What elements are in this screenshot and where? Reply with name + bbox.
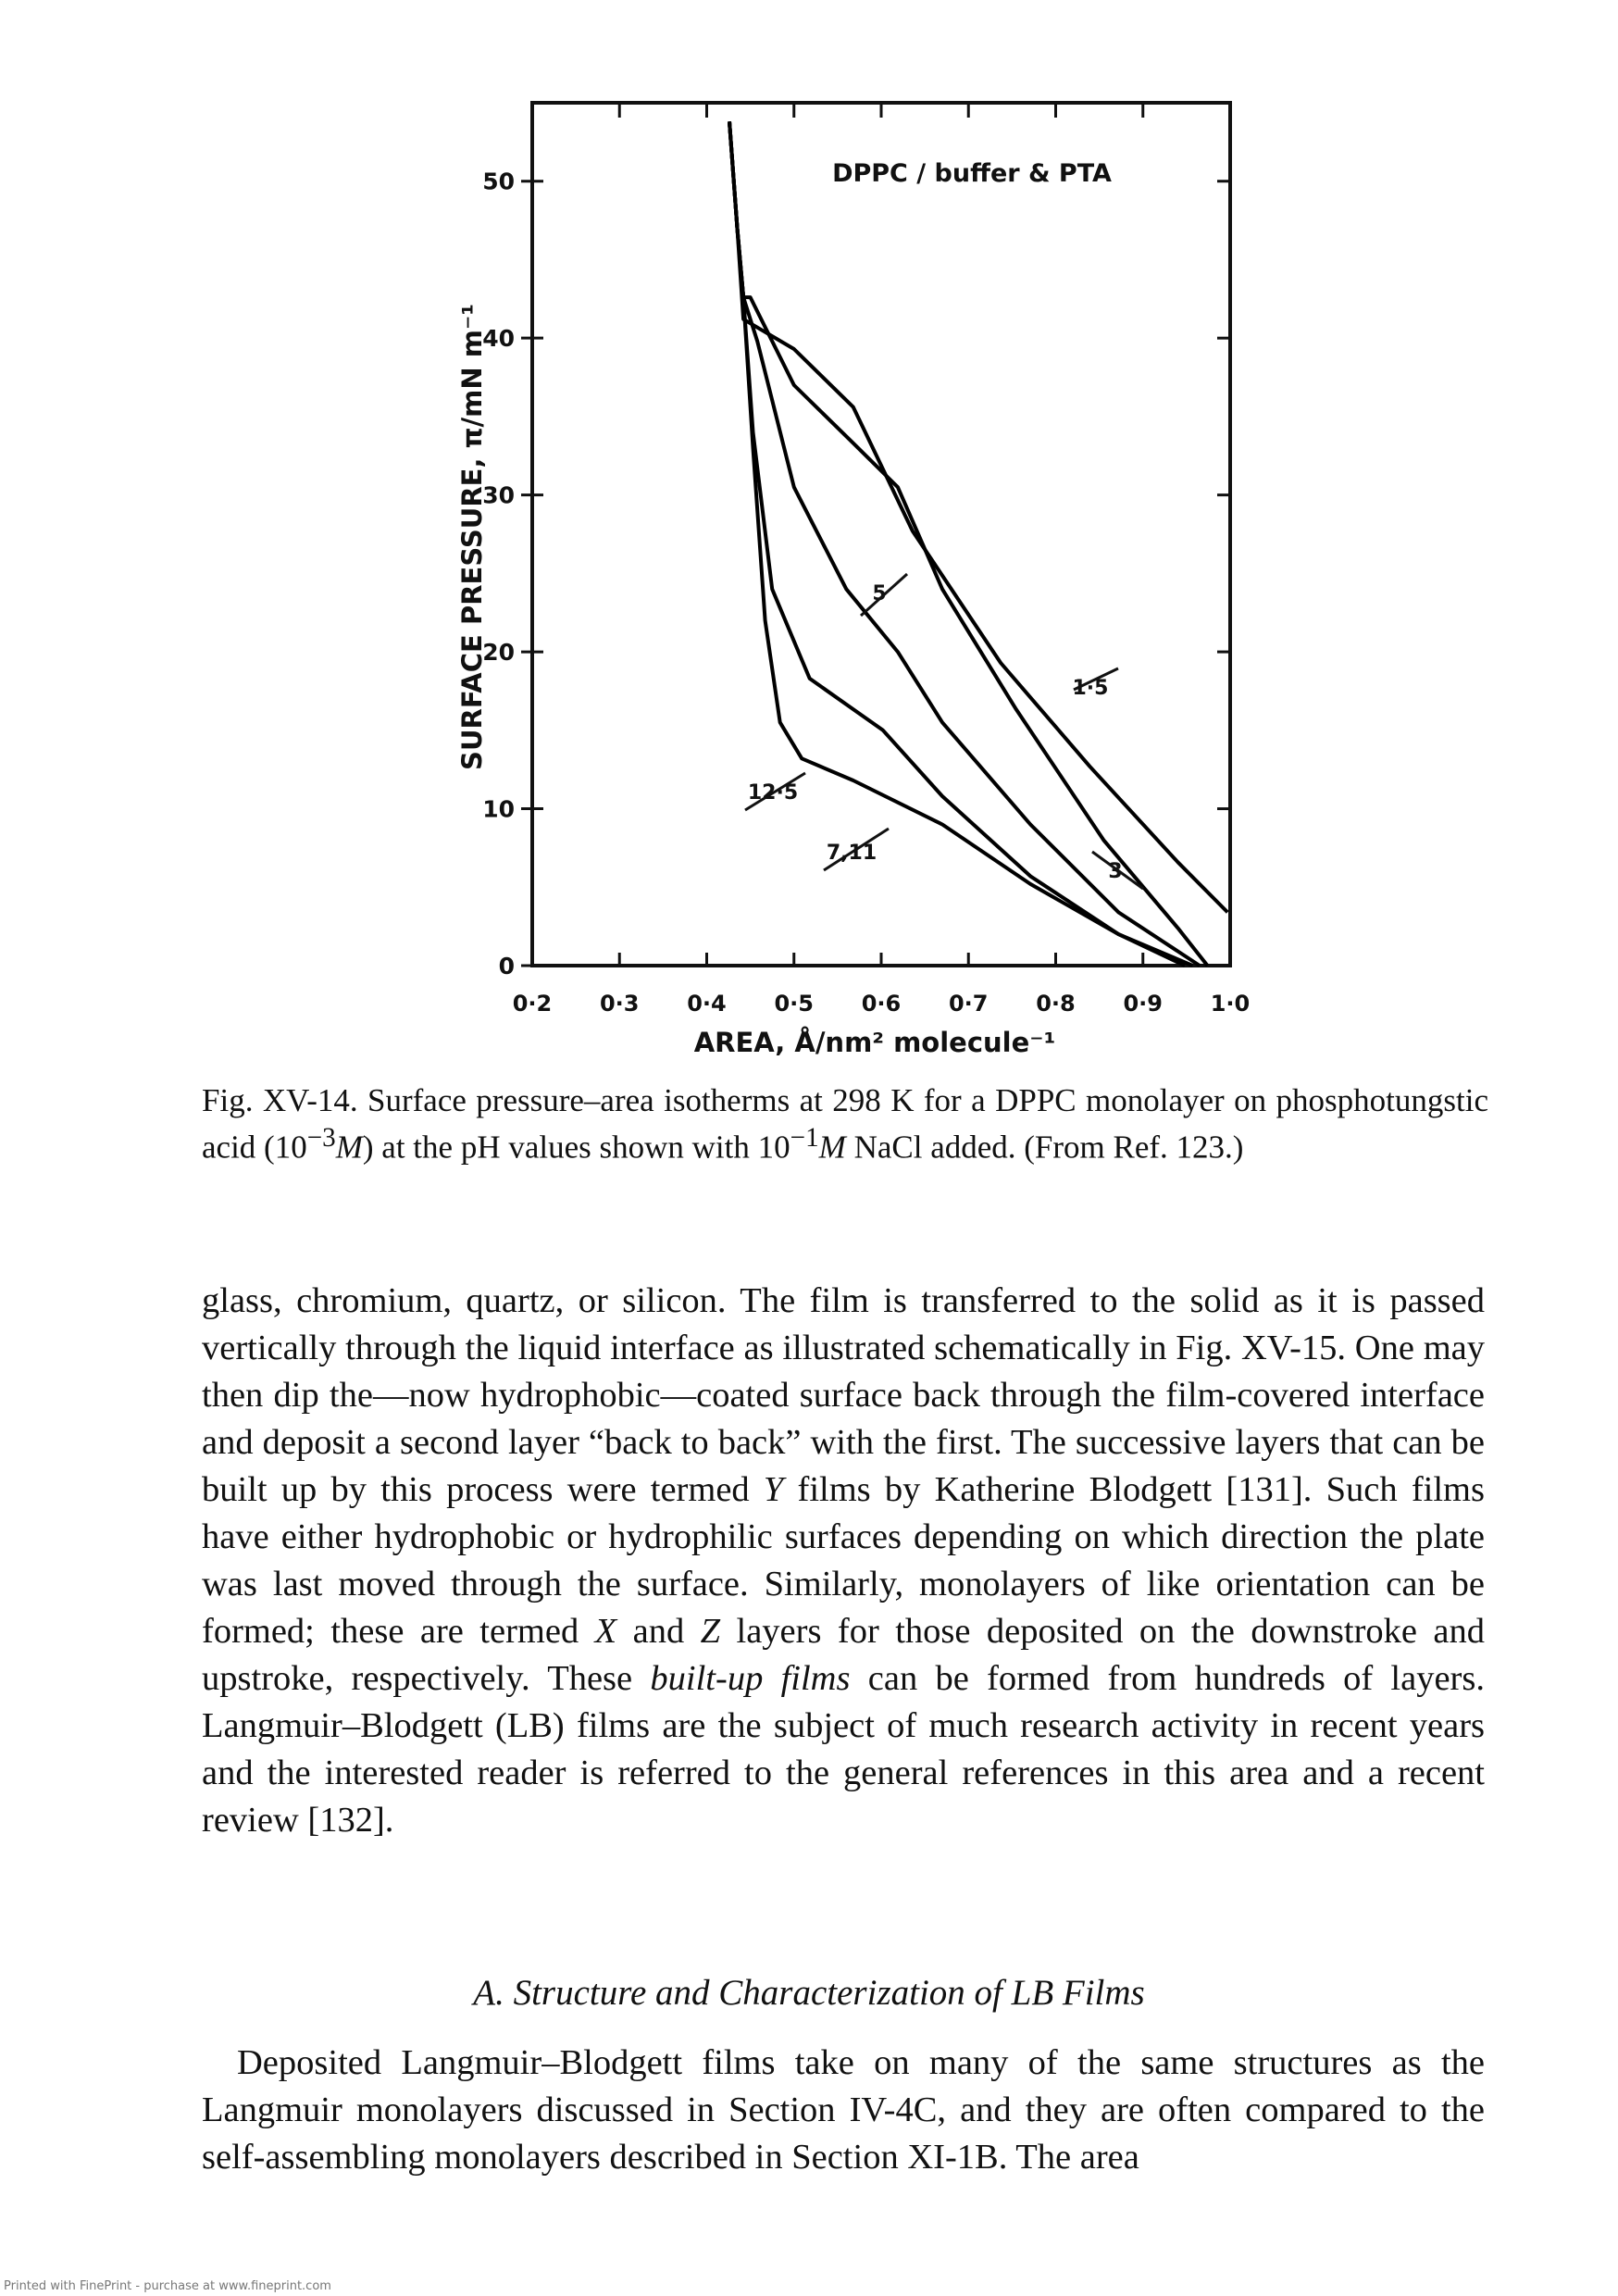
x-tick-label: 0·7	[949, 991, 989, 1017]
x-tick-label: 0·6	[862, 991, 902, 1017]
x-tick-label: 0·9	[1123, 991, 1163, 1017]
x-tick-label: 0·8	[1036, 991, 1076, 1017]
text: and	[616, 1612, 701, 1651]
label-leader	[1073, 667, 1119, 692]
y-tick-label: 10	[482, 796, 515, 823]
text: films by Katherine Blodgett [131]. Such …	[202, 1470, 1485, 1651]
isotherm-line	[728, 121, 1210, 967]
x-axis-label: AREA, Å/nm² molecule⁻¹	[694, 1027, 1056, 1058]
body-text: glass, chromium, quartz, or silicon. The…	[202, 1278, 1485, 1844]
caption-text: M	[818, 1129, 846, 1166]
series-label: 12·5	[748, 781, 798, 805]
series-label: 3	[1108, 860, 1122, 883]
chart: DPPC / buffer & PTA 0 10 20 30 40 50 0·2 0·3 0·4 0…	[456, 101, 1251, 1058]
paragraph: Deposited Langmuir–Blodgett films take o…	[202, 2043, 1485, 2177]
series-label: 5	[872, 582, 886, 605]
y-tick-label: 0	[499, 953, 515, 980]
italic-text: X	[594, 1612, 617, 1651]
italic-text: built-up films	[650, 1659, 851, 1698]
label-leader	[859, 572, 909, 618]
label-leader	[1091, 850, 1144, 891]
x-tick-label: 0·2	[513, 991, 553, 1017]
caption-text: M	[335, 1129, 363, 1166]
x-tick-label: 1·0	[1211, 991, 1251, 1017]
y-axis-label: SURFACE PRESSURE, π/mN m⁻¹	[456, 304, 488, 770]
plot-frame	[530, 101, 1232, 967]
isotherm-line	[728, 121, 1229, 914]
section-heading: A. Structure and Characterization of LB …	[473, 1973, 1145, 2013]
caption-text: Fig. XV-14. Surface pressure–area isothe…	[202, 1082, 1488, 1166]
italic-text: Z	[700, 1612, 721, 1651]
italic-text: Y	[763, 1470, 784, 1509]
x-tick-label: 0·4	[687, 991, 727, 1017]
caption-text: NaCl added. (From Ref. 123.)	[845, 1129, 1244, 1166]
paragraph: glass, chromium, quartz, or silicon. The…	[202, 1278, 1485, 1844]
text: layers for those deposited on the downst…	[202, 1612, 1486, 1698]
series-label: 7,11	[827, 842, 877, 865]
isotherm-line	[728, 121, 1186, 967]
y-tick-label: 30	[482, 482, 515, 509]
figure-caption: Fig. XV-14. Surface pressure–area isothe…	[202, 1081, 1488, 1167]
chart-title: DPPC / buffer & PTA	[832, 159, 1112, 188]
y-tick-label: 40	[482, 325, 515, 352]
label-leader	[823, 827, 890, 872]
series-label: 1·5	[1073, 677, 1109, 700]
caption-text: −1	[790, 1123, 819, 1153]
text: glass, chromium, quartz, or silicon. The…	[202, 1281, 1485, 1509]
y-tick-label: 50	[482, 168, 515, 195]
x-tick-label: 0·3	[600, 991, 640, 1017]
label-leader	[744, 771, 806, 812]
caption-text: ) at the pH values shown with 10	[362, 1129, 790, 1166]
text: can be formed from hundreds of layers. L…	[202, 1659, 1485, 1840]
x-tick-label: 0·5	[774, 991, 814, 1017]
y-tick-label: 20	[482, 639, 515, 666]
footer: Printed with FinePrint - purchase at www…	[4, 2279, 331, 2293]
caption-text: −3	[306, 1123, 336, 1153]
